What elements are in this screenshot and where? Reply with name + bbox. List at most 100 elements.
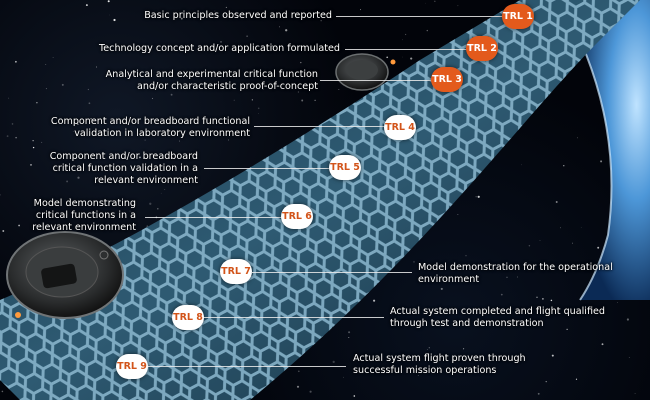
star	[551, 354, 554, 357]
star	[297, 91, 299, 93]
star	[77, 123, 79, 125]
star	[320, 20, 322, 22]
star	[18, 224, 20, 227]
star	[113, 18, 116, 22]
star	[542, 298, 544, 300]
trl-5-badge[interactable]: TRL 5	[329, 155, 361, 180]
star	[342, 376, 344, 378]
star	[6, 135, 9, 137]
star	[410, 57, 413, 60]
star	[572, 242, 573, 244]
trl-2-description: Technology concept and/or application fo…	[99, 43, 340, 54]
star	[30, 164, 32, 166]
trl-8-badge[interactable]: TRL 8	[172, 305, 204, 330]
star	[555, 201, 558, 203]
trl-1-connector	[336, 16, 504, 17]
star	[214, 10, 216, 12]
trl-6-badge[interactable]: TRL 6	[281, 204, 313, 229]
trl-6-connector	[145, 217, 282, 218]
star	[539, 240, 541, 241]
star	[301, 99, 304, 102]
star	[279, 26, 280, 28]
trl-7-connector	[252, 272, 412, 273]
trl-1-description: Basic principles observed and reported	[144, 10, 332, 21]
star	[404, 33, 407, 36]
trl-8-connector	[204, 317, 384, 318]
star	[309, 390, 312, 393]
trl-8-description: Actual system completed and flight quali…	[390, 306, 605, 329]
star	[348, 337, 350, 338]
star	[149, 202, 152, 205]
star	[45, 88, 47, 90]
star	[146, 225, 149, 227]
star	[107, 0, 110, 3]
star	[15, 136, 17, 139]
trl-2-badge[interactable]: TRL 2	[466, 36, 498, 61]
star	[506, 276, 508, 278]
trl-6-description: Model demonstrating critical functions i…	[32, 198, 136, 233]
star	[517, 276, 518, 278]
trl-3-badge[interactable]: TRL 3	[431, 67, 463, 92]
star	[578, 268, 580, 270]
star	[353, 395, 356, 397]
star	[457, 5, 459, 7]
star	[36, 102, 38, 104]
star	[457, 214, 459, 215]
star	[194, 153, 198, 156]
trl-3-description: Analytical and experimental critical fun…	[105, 69, 318, 92]
star	[257, 107, 260, 110]
star	[45, 64, 47, 65]
star	[338, 89, 340, 90]
trl-4-connector	[254, 126, 385, 127]
star	[52, 57, 54, 58]
star	[617, 302, 618, 303]
star	[120, 121, 122, 122]
star	[413, 261, 415, 263]
star	[2, 230, 5, 232]
star	[521, 164, 523, 166]
star	[426, 29, 428, 32]
star	[580, 227, 582, 228]
star	[332, 360, 335, 364]
star	[545, 380, 547, 383]
star	[139, 156, 141, 159]
star	[180, 17, 183, 20]
trl-1-badge[interactable]: TRL 1	[502, 4, 534, 29]
star	[297, 370, 300, 373]
star	[402, 56, 403, 58]
star	[271, 45, 274, 47]
star	[15, 60, 17, 63]
disc-large-icon	[6, 231, 124, 319]
star	[262, 88, 264, 90]
star	[461, 269, 463, 270]
star	[425, 2, 426, 4]
star	[563, 165, 565, 167]
star	[314, 99, 316, 101]
star	[61, 83, 64, 86]
star	[1, 390, 4, 393]
star	[626, 318, 629, 321]
star	[475, 196, 477, 198]
trl-7-description: Model demonstration for the operational …	[418, 262, 613, 285]
star	[170, 93, 173, 96]
star	[90, 117, 92, 120]
star	[96, 66, 97, 68]
star	[575, 378, 578, 380]
trl-7-badge[interactable]: TRL 7	[220, 259, 252, 284]
star	[129, 210, 131, 212]
star	[434, 0, 436, 2]
star	[566, 328, 568, 330]
star	[417, 375, 419, 377]
star	[246, 35, 248, 37]
star	[426, 349, 428, 351]
star	[428, 347, 430, 349]
star	[68, 197, 71, 200]
trl-4-badge[interactable]: TRL 4	[384, 115, 416, 140]
trl-4-description: Component and/or breadboard functional v…	[50, 116, 250, 139]
star	[77, 176, 80, 179]
trl-9-badge[interactable]: TRL 9	[116, 354, 148, 379]
star	[157, 208, 159, 210]
star	[373, 299, 376, 302]
star	[109, 14, 110, 16]
